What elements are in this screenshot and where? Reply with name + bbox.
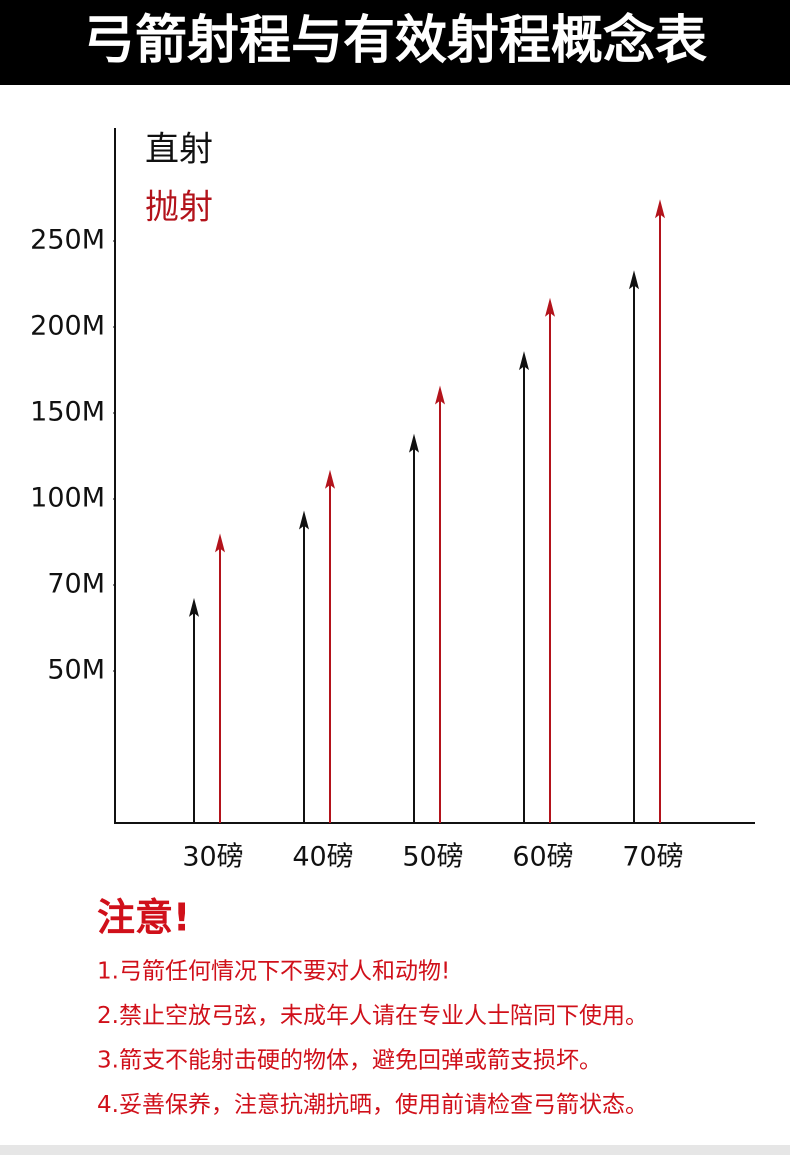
note-item: 2.禁止空放弓弦，未成年人请在专业人士陪同下使用。 xyxy=(97,1003,648,1029)
note-item: 1.弓箭任何情况下不要对人和动物! xyxy=(97,959,450,985)
y-tick-label: 200M xyxy=(30,311,105,342)
x-tick-label: 60磅 xyxy=(512,842,573,873)
y-tick-label: 70M xyxy=(47,569,105,600)
arrow xyxy=(215,533,225,823)
arrow xyxy=(545,297,555,823)
y-tick-label: 100M xyxy=(30,483,105,514)
legend-label: 直射 xyxy=(145,130,213,170)
note-item: 4.妥善保养，注意抗潮抗晒，使用前请检查弓箭状态。 xyxy=(97,1092,648,1118)
arrow xyxy=(655,199,665,823)
x-tick-label: 40磅 xyxy=(292,842,353,873)
bottom-strip xyxy=(0,1145,790,1155)
title-banner xyxy=(0,0,790,85)
chart-title: 弓箭射程与有效射程概念表 xyxy=(83,11,707,71)
arrow xyxy=(409,433,419,823)
y-tick-label: 250M xyxy=(30,225,105,256)
note-item: 3.箭支不能射击硬的物体，避免回弹或箭支损坏。 xyxy=(97,1048,602,1074)
arrow xyxy=(629,270,639,823)
y-tick-label: 50M xyxy=(47,655,105,686)
arrow xyxy=(435,385,445,823)
arrow xyxy=(299,510,309,823)
arrow xyxy=(519,351,529,823)
arrow xyxy=(189,597,199,823)
notes-heading: 注意! xyxy=(97,896,190,940)
legend-label: 抛射 xyxy=(145,188,213,228)
x-tick-label: 50磅 xyxy=(402,842,463,873)
arrow xyxy=(325,469,335,823)
x-tick-label: 30磅 xyxy=(182,842,243,873)
x-tick-label: 70磅 xyxy=(622,842,683,873)
y-tick-label: 150M xyxy=(30,397,105,428)
